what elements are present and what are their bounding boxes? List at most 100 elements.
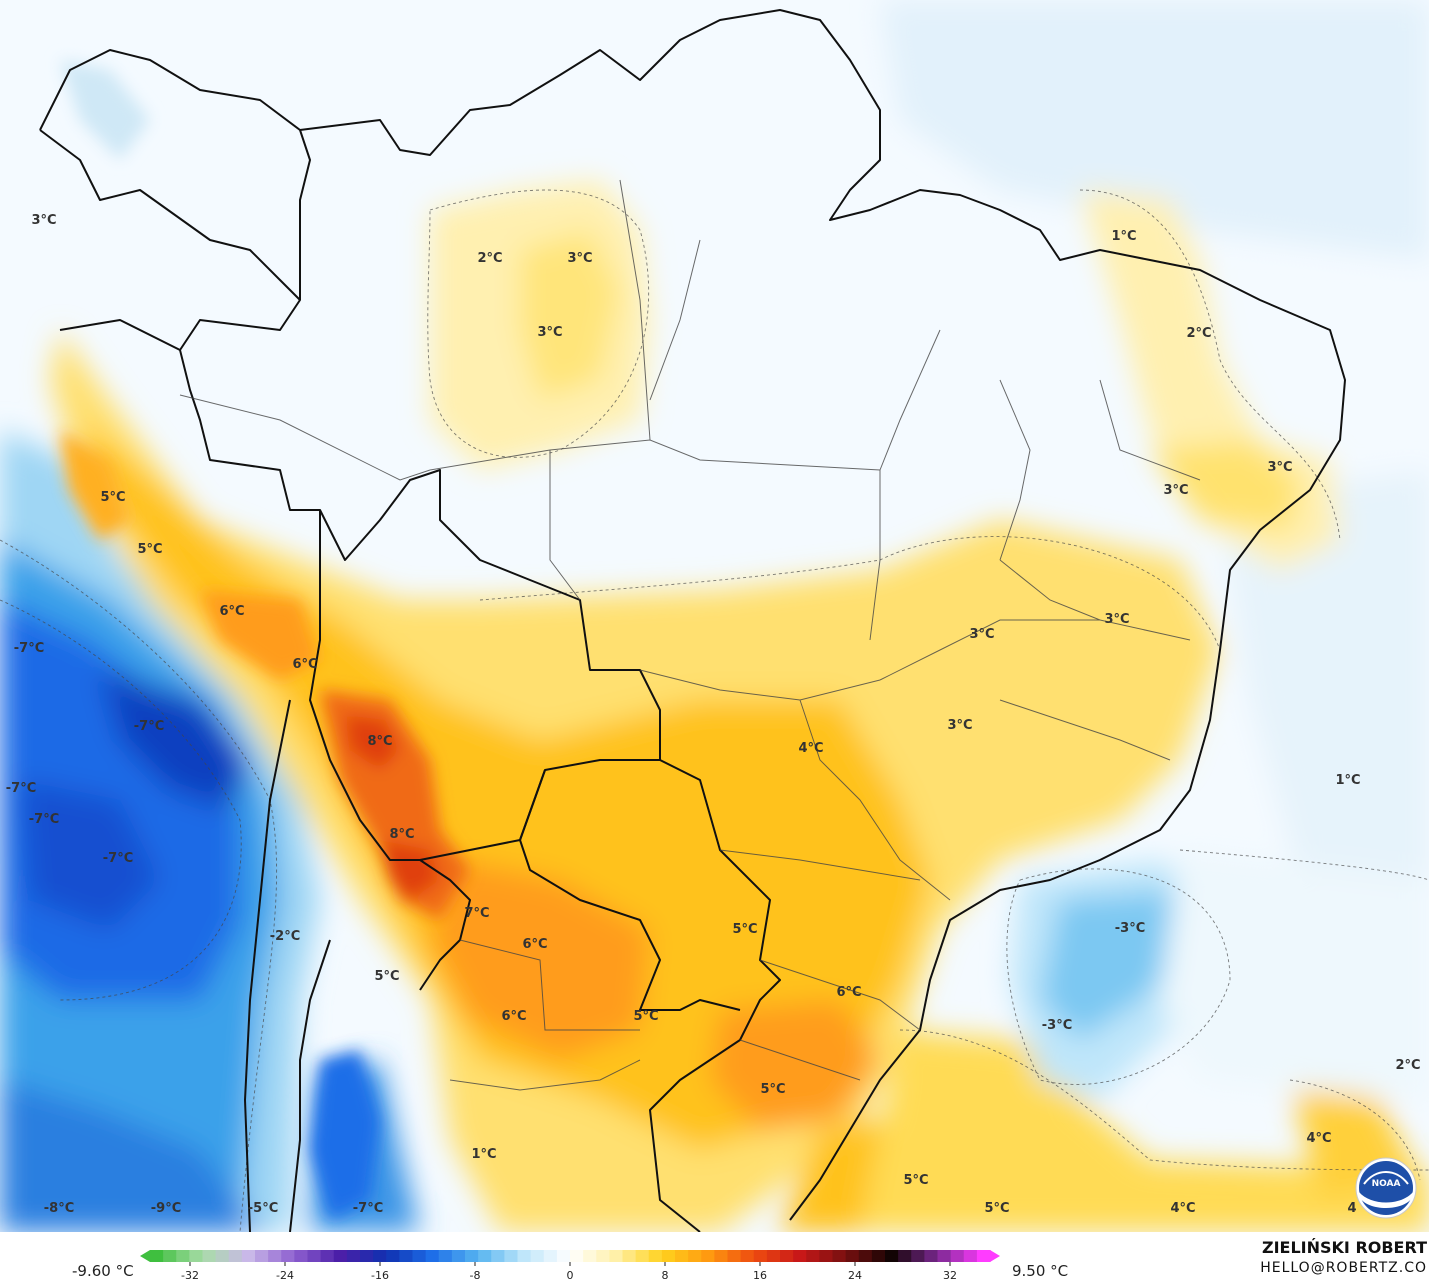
footer: -9.60 °C -32 -24 -16 -8 0 8 16 24 32 9.50 °C ZIE… <box>0 1232 1429 1287</box>
colorbar-cell <box>478 1250 492 1262</box>
temperature-label: 5°C <box>374 969 399 984</box>
colorbar-tick-label: 24 <box>848 1269 862 1282</box>
temperature-label: -7°C <box>14 641 44 656</box>
colorbar: -32 -24 -16 -8 0 8 16 24 32 <box>140 1250 1000 1282</box>
temperature-label: 2°C <box>477 251 502 266</box>
colorbar-tick-label: 0 <box>567 1269 574 1282</box>
temperature-label: 1°C <box>1335 773 1360 788</box>
colorbar-cell <box>898 1250 912 1262</box>
colorbar-cell <box>622 1250 637 1262</box>
country-borders <box>39 9 1346 1232</box>
colorbar-cell <box>189 1250 204 1262</box>
colorbar-cell <box>399 1250 414 1262</box>
temperature-label: 5°C <box>903 1173 928 1188</box>
colorbar-tick-label: 8 <box>662 1269 669 1282</box>
colorbar-cell <box>885 1250 899 1262</box>
colorbar-tick-label: -8 <box>470 1269 481 1282</box>
temperature-label: 6°C <box>501 1009 526 1024</box>
colorbar-max-arrow <box>990 1250 1000 1262</box>
temperature-label: 4°C <box>1170 1201 1195 1216</box>
temperature-label: 5°C <box>984 1201 1009 1216</box>
temperature-label: 7°C <box>464 906 489 921</box>
colorbar-cell <box>386 1250 400 1262</box>
state-borders <box>179 179 1201 1091</box>
temperature-label: 5°C <box>633 1009 658 1024</box>
noaa-logo: NOAA <box>1355 1157 1417 1219</box>
temperature-label: 1°C <box>1111 229 1136 244</box>
colorbar-cell <box>832 1250 847 1262</box>
colorbar-cell <box>307 1250 322 1262</box>
temperature-label: 2°C <box>1395 1058 1420 1073</box>
temperature-label: -7°C <box>103 851 133 866</box>
colorbar-cell <box>425 1250 440 1262</box>
temperature-label: -7°C <box>6 781 36 796</box>
author-email: HELLO@ROBERTZ.CO <box>1260 1260 1427 1276</box>
colorbar-max-label: 9.50 °C <box>1012 1262 1069 1280</box>
colorbar-cell <box>556 1250 571 1262</box>
temperature-label: 6°C <box>292 657 317 672</box>
colorbar-cell <box>937 1250 952 1262</box>
temperature-label: -7°C <box>134 719 164 734</box>
colorbar-cell <box>438 1250 453 1262</box>
colorbar-cell <box>976 1250 991 1262</box>
temperature-label: 3°C <box>1163 483 1188 498</box>
colorbar-cell <box>241 1250 256 1262</box>
colorbar-cell <box>858 1250 873 1262</box>
colorbar-cell <box>583 1250 597 1262</box>
colorbar-cell <box>727 1250 742 1262</box>
colorbar-cell <box>924 1250 939 1262</box>
temperature-label: -5°C <box>248 1201 278 1216</box>
colorbar-cell <box>688 1250 702 1262</box>
colorbar-tick-label: 16 <box>753 1269 767 1282</box>
colorbar-cell <box>845 1250 860 1262</box>
author-name: ZIELIŃSKI ROBERT <box>1261 1238 1427 1257</box>
temperature-label: 1°C <box>471 1147 496 1162</box>
colorbar-cell <box>504 1250 519 1262</box>
colorbar-cell <box>530 1250 545 1262</box>
colorbar-cell <box>255 1250 269 1262</box>
colorbar-cell <box>714 1250 729 1262</box>
svg-text:NOAA: NOAA <box>1372 1179 1401 1189</box>
colorbar-cell <box>819 1250 834 1262</box>
colorbar-cell <box>740 1250 755 1262</box>
colorbar-cell <box>346 1250 361 1262</box>
colorbar-cell <box>793 1250 807 1262</box>
temperature-label: -8°C <box>44 1201 74 1216</box>
temperature-label: 5°C <box>100 490 125 505</box>
colorbar-cell <box>648 1250 663 1262</box>
colorbar-cell <box>202 1250 217 1262</box>
colorbar-cell <box>963 1250 978 1262</box>
colorbar-cell <box>412 1250 427 1262</box>
colorbar-cell <box>491 1250 505 1262</box>
colorbar-tick-label: -16 <box>371 1269 389 1282</box>
colorbar-cell <box>766 1250 781 1262</box>
colorbar-cell <box>294 1250 309 1262</box>
temperature-labels: 3°C 2°C 3°C 3°C 1°C 2°C 3°C 3°C 5°C 5°C 6°C 6°C -7°C… <box>6 213 1421 1216</box>
temperature-label: 5°C <box>137 542 162 557</box>
colorbar-cell <box>163 1250 177 1262</box>
temperature-label: 4 <box>1347 1201 1356 1216</box>
colorbar-min-arrow <box>140 1250 150 1262</box>
colorbar-tick-label: -32 <box>181 1269 199 1282</box>
colorbar-min-label: -9.60 °C <box>72 1262 134 1280</box>
colorbar-cell <box>333 1250 348 1262</box>
colorbar-tick-label: -24 <box>276 1269 294 1282</box>
temperature-label: 8°C <box>389 827 414 842</box>
colorbar-cell <box>543 1250 558 1262</box>
colorbar-cell <box>150 1250 164 1262</box>
colorbar-cell <box>780 1250 794 1262</box>
temperature-label: -3°C <box>1042 1018 1072 1033</box>
colorbar-cell <box>806 1250 820 1262</box>
colorbar-cell <box>701 1250 715 1262</box>
colorbar-cell <box>373 1250 387 1262</box>
temperature-label: 3°C <box>31 213 56 228</box>
temperature-label: -9°C <box>151 1201 181 1216</box>
temperature-anomaly-map: 3°C 2°C 3°C 3°C 1°C 2°C 3°C 3°C 5°C 5°C 6°C 6°C -7°C… <box>0 0 1429 1232</box>
colorbar-cell <box>268 1250 282 1262</box>
temperature-label: 5°C <box>760 1082 785 1097</box>
temperature-label: 8°C <box>367 734 392 749</box>
colorbar-cell <box>570 1250 584 1262</box>
temperature-label: 3°C <box>969 627 994 642</box>
colorbar-cell <box>871 1250 886 1262</box>
colorbar-cell <box>950 1250 965 1262</box>
